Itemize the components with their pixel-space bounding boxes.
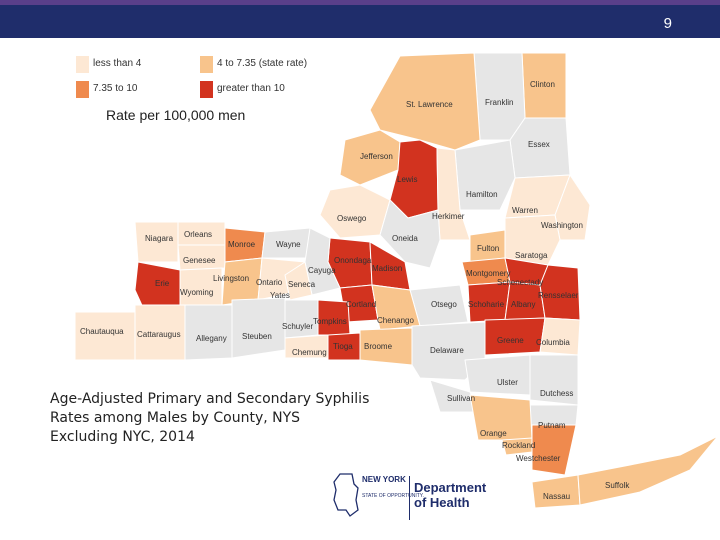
county-steuben	[231, 297, 286, 359]
county-hamilton	[454, 139, 516, 211]
county-label-westchester: Westchester	[516, 454, 561, 463]
county-label-onondaga: Onondaga	[334, 256, 372, 265]
caption-line: Age-Adjusted Primary and Secondary Syphi…	[50, 391, 370, 407]
county-label-schoharie: Schoharie	[468, 300, 505, 309]
county-label-hamilton: Hamilton	[466, 190, 498, 199]
county-label-warren: Warren	[512, 206, 538, 215]
county-label-cayuga: Cayuga	[308, 266, 336, 275]
county-label-chemung: Chemung	[292, 348, 327, 357]
county-label-monroe: Monroe	[228, 240, 256, 249]
county-suffolk	[577, 435, 719, 506]
county-label-cortland: Cortland	[346, 300, 377, 309]
county-label-st-lawrence: St. Lawrence	[406, 100, 453, 109]
county-label-livingston: Livingston	[213, 274, 250, 283]
county-label-greene: Greene	[497, 336, 524, 345]
county-label-montgomery: Montgomery	[466, 269, 511, 278]
nys-doh-logo: NEW YORK STATE OF OPPORTUNITY. Departmen…	[332, 466, 492, 524]
ny-state-outline-icon	[333, 473, 359, 517]
county-label-cattaraugus: Cattaraugus	[137, 330, 181, 339]
county-label-otsego: Otsego	[431, 300, 457, 309]
county-label-franklin: Franklin	[485, 98, 514, 107]
county-oswego	[319, 184, 391, 239]
caption-line: Excluding NYC, 2014	[50, 429, 195, 445]
county-label-rockland: Rockland	[502, 441, 536, 450]
legend-label: less than 4	[93, 58, 142, 69]
county-label-tioga: Tioga	[333, 342, 353, 351]
county-label-fulton: Fulton	[477, 244, 500, 253]
logo-department: Department of Health	[414, 480, 486, 510]
county-label-schuyler: Schuyler	[282, 322, 314, 331]
legend-swatch	[200, 81, 213, 98]
county-label-sullivan: Sullivan	[447, 394, 476, 403]
county-label-albany: Albany	[511, 300, 536, 309]
county-label-saratoga: Saratoga	[515, 251, 548, 260]
county-label-columbia: Columbia	[536, 338, 570, 347]
county-label-seneca: Seneca	[288, 280, 316, 289]
county-label-oswego: Oswego	[337, 214, 367, 223]
county-label-madison: Madison	[372, 264, 403, 273]
county-label-schenectady: Schenectady	[497, 278, 544, 287]
map-legend: less than 4 4 to 7.35 (state rate) 7.35 …	[76, 56, 326, 106]
county-label-orange: Orange	[480, 429, 507, 438]
logo-state-name: NEW YORK	[362, 475, 406, 484]
header-bar: 9	[0, 0, 720, 38]
county-allegany	[184, 304, 233, 361]
county-label-washington: Washington	[541, 221, 583, 230]
rate-subtitle: Rate per 100,000 men	[106, 107, 246, 123]
legend-swatch	[76, 56, 89, 73]
county-label-clinton: Clinton	[530, 80, 555, 89]
county-label-wayne: Wayne	[276, 240, 301, 249]
county-label-jefferson: Jefferson	[360, 152, 393, 161]
county-ulster	[464, 354, 531, 396]
county-label-dutchess: Dutchess	[540, 389, 574, 398]
county-columbia	[539, 317, 581, 356]
logo-tagline: STATE OF OPPORTUNITY.	[362, 493, 424, 499]
county-label-herkimer: Herkimer	[432, 212, 465, 221]
county-label-suffolk: Suffolk	[605, 481, 630, 490]
county-westchester	[531, 424, 577, 476]
county-label-wyoming: Wyoming	[180, 288, 214, 297]
ny-county-map	[74, 52, 719, 509]
county-label-broome: Broome	[364, 342, 393, 351]
county-label-steuben: Steuben	[242, 332, 272, 341]
county-label-yates: Yates	[270, 291, 290, 300]
county-label-chautauqua: Chautauqua	[80, 327, 124, 336]
legend-swatch	[200, 56, 213, 73]
county-label-putnam: Putnam	[538, 421, 566, 430]
county-label-lewis: Lewis	[397, 175, 418, 184]
caption-line: Rates among Males by County, NYS	[50, 410, 301, 426]
county-label-chenango: Chenango	[377, 316, 414, 325]
map-caption: Age-Adjusted Primary and Secondary Syphi…	[50, 390, 390, 447]
county-label-essex: Essex	[528, 140, 550, 149]
county-label-genesee: Genesee	[183, 256, 216, 265]
legend-swatch	[76, 81, 89, 98]
county-st-lawrence	[369, 52, 481, 151]
county-niagara	[134, 221, 179, 263]
logo-divider	[409, 476, 410, 520]
county-label-allegany: Allegany	[196, 334, 227, 343]
logo-department-line1: Department	[414, 480, 487, 495]
county-label-erie: Erie	[155, 279, 170, 288]
county-label-ontario: Ontario	[256, 278, 283, 287]
county-franklin	[473, 52, 526, 141]
county-label-rensselaer: Rensselaer	[538, 291, 579, 300]
legend-label: 7.35 to 10	[93, 83, 138, 94]
county-label-oneida: Oneida	[392, 234, 418, 243]
county-chautauqua	[74, 311, 136, 361]
county-label-nassau: Nassau	[543, 492, 571, 501]
legend-label: 4 to 7.35 (state rate)	[217, 58, 308, 69]
logo-department-line2: of Health	[414, 495, 470, 510]
legend-label: greater than 10	[217, 83, 285, 94]
county-label-niagara: Niagara	[145, 234, 174, 243]
county-label-tompkins: Tompkins	[313, 317, 347, 326]
county-label-orleans: Orleans	[184, 230, 213, 239]
slide-number: 9	[663, 15, 672, 32]
county-oneida	[379, 199, 441, 269]
county-seneca	[284, 261, 313, 301]
county-label-delaware: Delaware	[430, 346, 464, 355]
county-label-ulster: Ulster	[497, 378, 518, 387]
